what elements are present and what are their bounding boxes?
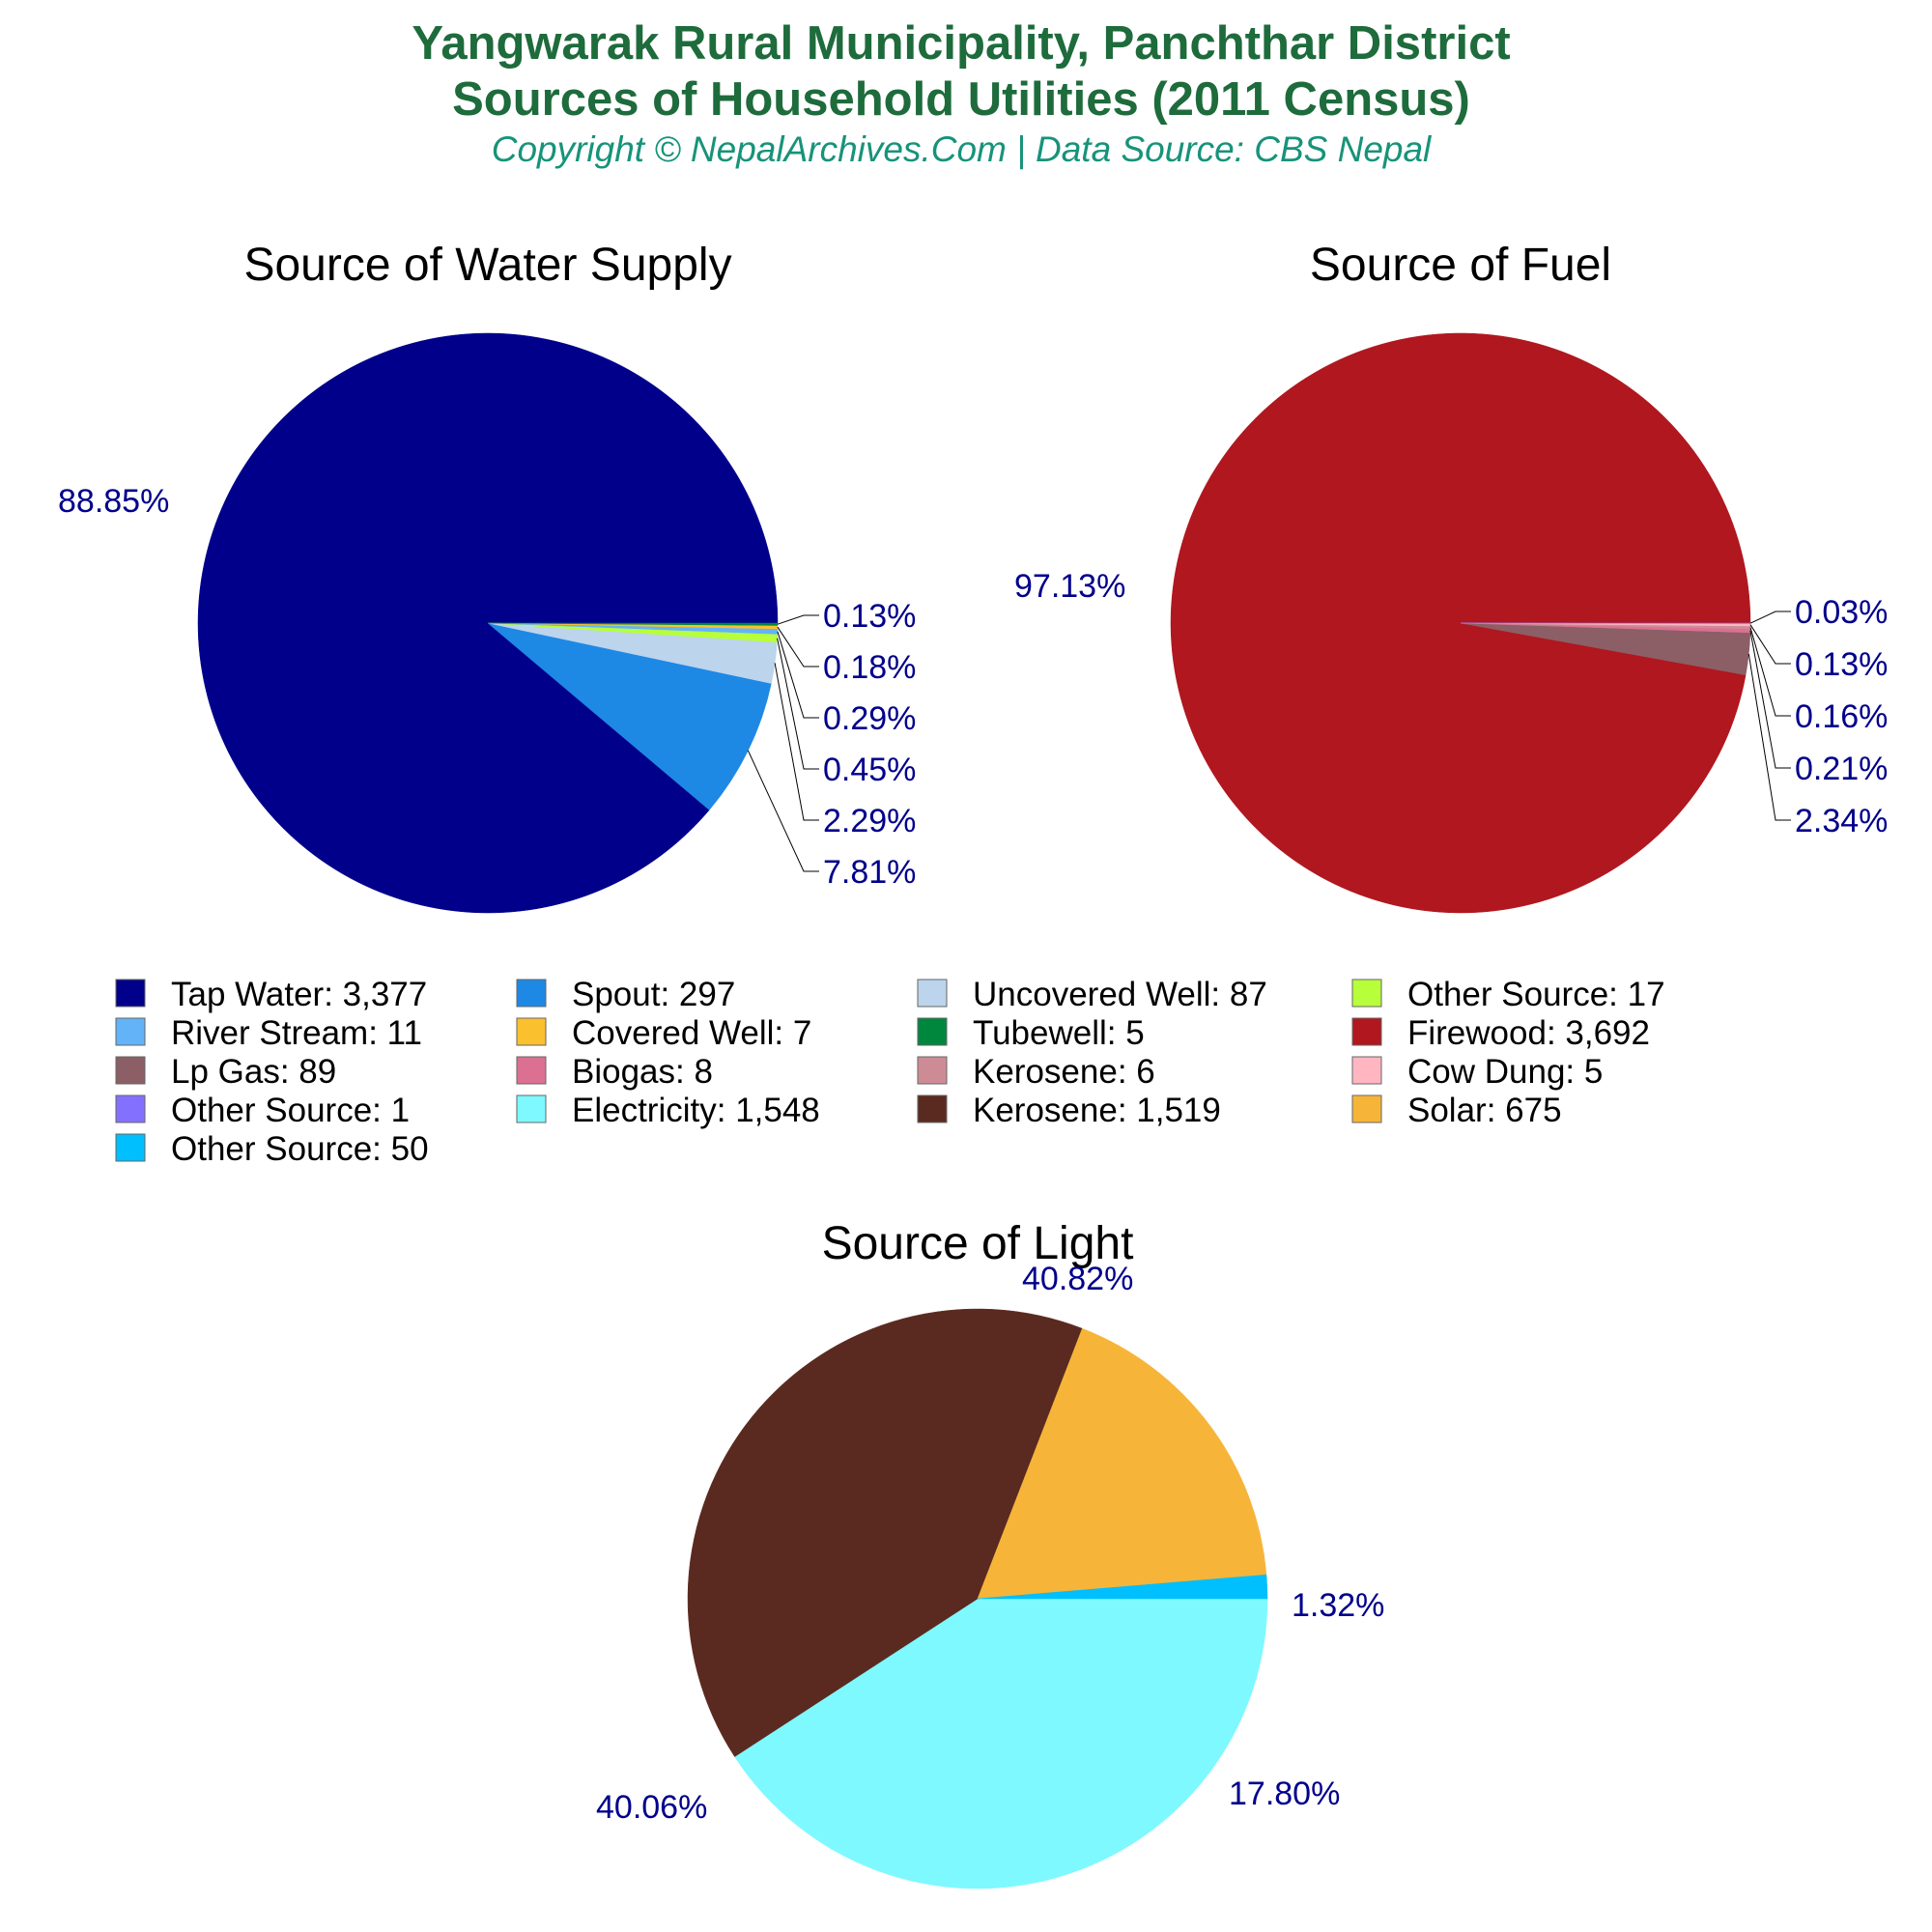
pie-chart-source-of-water-supply: Source of Water Supply 88.85% 7.81% 2.29% 0.… — [58, 240, 916, 914]
legend-item-cow-dung: Cow Dung: 5 — [1351, 1053, 1603, 1091]
legend-swatch — [1351, 979, 1382, 1008]
legend-label: Other Source: 1 — [171, 1092, 410, 1129]
pie-slice-other-source — [977, 1574, 1268, 1600]
legend-label: Uncovered Well: 87 — [973, 976, 1267, 1013]
pie-title: Source of Fuel — [1310, 240, 1611, 291]
legend-label: Kerosene: 1,519 — [973, 1092, 1221, 1129]
percent-label-electricity: 40.82% — [1022, 1261, 1133, 1297]
chart-title-line2: Sources of Household Utilities (2011 Cen… — [452, 73, 1470, 126]
percent-label-uncovered-well: 2.29% — [823, 803, 916, 839]
legend-label: Cow Dung: 5 — [1407, 1053, 1603, 1091]
legend-label: Covered Well: 7 — [572, 1014, 811, 1052]
percent-label-cow-dung: 0.13% — [1795, 646, 1888, 683]
percent-label-biogas: 0.21% — [1795, 751, 1888, 787]
legend-swatch — [115, 1017, 146, 1046]
chart-title: Yangwarak Rural Municipality, Panchthar … — [0, 15, 1922, 128]
legend-swatch — [1351, 1017, 1382, 1046]
leader-line — [1749, 611, 1791, 624]
legend-item-kerosene: Kerosene: 6 — [917, 1053, 1155, 1091]
pie-slice-solar — [977, 1327, 1267, 1600]
legend-swatch — [917, 1094, 948, 1123]
legend-swatch — [516, 1056, 547, 1085]
legend-swatch — [115, 1056, 146, 1085]
percent-label-kerosene: 40.06% — [596, 1789, 707, 1826]
percent-label-other-source: 0.03% — [1795, 594, 1888, 631]
legend-swatch — [516, 1017, 547, 1046]
legend-item-covered-well: Covered Well: 7 — [516, 1014, 811, 1052]
percent-label-lp-gas: 2.34% — [1795, 803, 1888, 839]
legend-swatch — [1351, 1094, 1382, 1123]
legend-item-spout: Spout: 297 — [516, 976, 735, 1013]
leader-line — [1749, 630, 1791, 769]
leader-line — [747, 750, 819, 872]
legend-label: Spout: 297 — [572, 976, 735, 1013]
legend-label: Solar: 675 — [1407, 1092, 1562, 1129]
leader-line — [774, 663, 819, 821]
legend-label: Kerosene: 6 — [973, 1053, 1155, 1091]
pie-slice-spout — [487, 622, 772, 810]
legend-item-uncovered-well: Uncovered Well: 87 — [917, 976, 1267, 1013]
legend-label: River Stream: 11 — [171, 1014, 422, 1052]
leader-line — [1749, 627, 1791, 717]
legend-swatch — [917, 1017, 948, 1046]
legend-label: Firewood: 3,692 — [1407, 1014, 1650, 1052]
legend-swatch — [115, 979, 146, 1008]
legend-label: Tubewell: 5 — [973, 1014, 1145, 1052]
legend-item-river-stream: River Stream: 11 — [115, 1014, 422, 1052]
legend-item-biogas: Biogas: 8 — [516, 1053, 713, 1091]
pie-chart-source-of-fuel: Source of Fuel 97.13% 2.34% 0.21% 0.16% 0.13%… — [1014, 240, 1888, 914]
percent-label-tubewell: 0.13% — [823, 598, 916, 635]
percent-label-tap-water: 88.85% — [58, 483, 169, 520]
legend: Tap Water: 3,377 Spout: 297 Uncovered Well… — [115, 976, 1665, 1168]
leader-line — [777, 626, 819, 668]
legend-swatch — [516, 979, 547, 1008]
legend-label: Other Source: 17 — [1407, 976, 1665, 1013]
legend-label: Lp Gas: 89 — [171, 1053, 336, 1091]
percent-label-covered-well: 0.18% — [823, 649, 916, 686]
pie-slice-tubewell — [487, 622, 779, 626]
chart-title-line1: Yangwarak Rural Municipality, Panchthar … — [412, 17, 1511, 70]
legend-item-other-source: Other Source: 50 — [115, 1130, 429, 1168]
legend-label: Biogas: 8 — [572, 1053, 713, 1091]
legend-item-solar: Solar: 675 — [1351, 1092, 1562, 1129]
legend-item-kerosene: Kerosene: 1,519 — [917, 1092, 1221, 1129]
percent-label-other-source: 1.32% — [1292, 1587, 1384, 1624]
leader-line — [1749, 624, 1791, 665]
legend-item-other-source: Other Source: 17 — [1351, 976, 1665, 1013]
legend-swatch — [115, 1133, 146, 1162]
legend-label: Other Source: 50 — [171, 1130, 429, 1168]
leader-line — [777, 614, 819, 625]
leader-line — [777, 631, 819, 719]
legend-swatch — [516, 1094, 547, 1123]
pie-title: Source of Water Supply — [243, 240, 731, 291]
percent-label-river-stream: 0.29% — [823, 700, 916, 737]
pie-title: Source of Light — [822, 1218, 1134, 1269]
percent-label-spout: 7.81% — [823, 854, 916, 891]
pie-slice-electricity — [734, 1598, 1268, 1889]
chart-subtitle: Copyright © NepalArchives.Com | Data Sou… — [491, 129, 1432, 169]
pie-slice-kerosene — [687, 1308, 1083, 1757]
percent-label-solar: 17.80% — [1229, 1776, 1340, 1812]
legend-item-tubewell: Tubewell: 5 — [917, 1014, 1145, 1052]
leader-line — [1747, 653, 1791, 821]
percent-label-kerosene: 0.16% — [1795, 698, 1888, 735]
legend-item-lp-gas: Lp Gas: 89 — [115, 1053, 336, 1091]
leader-line — [777, 638, 819, 770]
legend-swatch — [1351, 1056, 1382, 1085]
legend-item-electricity: Electricity: 1,548 — [516, 1092, 820, 1129]
legend-swatch — [115, 1094, 146, 1123]
percent-label-firewood: 97.13% — [1014, 568, 1125, 605]
percent-label-other-source: 0.45% — [823, 752, 916, 788]
legend-item-firewood: Firewood: 3,692 — [1351, 1014, 1650, 1052]
legend-swatch — [917, 979, 948, 1008]
legend-item-other-source: Other Source: 1 — [115, 1092, 410, 1129]
legend-item-tap-water: Tap Water: 3,377 — [115, 976, 427, 1013]
legend-label: Tap Water: 3,377 — [171, 976, 427, 1013]
legend-swatch — [917, 1056, 948, 1085]
legend-label: Electricity: 1,548 — [572, 1092, 820, 1129]
